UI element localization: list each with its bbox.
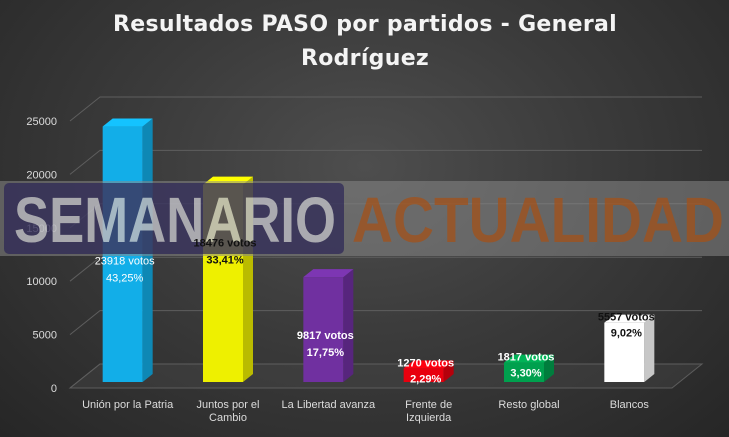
- x-category-label-line: Izquierda: [406, 412, 452, 424]
- value-label: 5557 votos: [598, 312, 655, 324]
- bar-side: [644, 314, 655, 382]
- bar-front: [604, 322, 645, 382]
- bar: [504, 354, 554, 382]
- x-category-label-line: Unión por la Patria: [82, 399, 174, 411]
- bar-side: [343, 269, 354, 382]
- bar-top: [403, 360, 454, 369]
- x-category-label-line: Frente de: [405, 399, 452, 411]
- x-category-label-line: Juntos por el: [197, 399, 260, 411]
- percent-label: 9,02%: [611, 328, 642, 340]
- watermark-text-1: SEMANARIO: [14, 184, 336, 256]
- x-category-label: Blancos: [610, 399, 650, 411]
- bar-side: [544, 354, 554, 382]
- y-tick-label: 0: [51, 383, 57, 395]
- value-label: 1817 votos: [498, 352, 555, 364]
- x-category-label: La Libertad avanza: [282, 399, 376, 411]
- gridline: [69, 96, 702, 122]
- bar-top: [102, 118, 153, 127]
- y-axis-ticks: 0500010000150002000025000: [26, 116, 57, 395]
- percent-label: 33,41%: [206, 255, 244, 267]
- bar-top: [504, 354, 554, 363]
- gridline: [69, 256, 702, 282]
- value-label: 1270 votos: [397, 357, 454, 369]
- bar-top: [604, 314, 655, 323]
- bar-front: [403, 368, 444, 382]
- bar: [604, 314, 655, 382]
- gridline: [69, 310, 702, 335]
- gridline: [69, 363, 702, 389]
- bar: [403, 360, 454, 382]
- bar-side: [443, 360, 454, 382]
- x-category-label-line: La Libertad avanza: [282, 399, 376, 411]
- chart-title: Resultados PASO por partidos - General R…: [113, 12, 617, 71]
- percent-label: 2,29%: [410, 373, 441, 385]
- data-labels: 23918 votos 43,25% 18476 votos 33,41% 9817 v…: [95, 238, 655, 386]
- value-label: 23918 votos: [95, 256, 155, 268]
- watermark-logo: SEMANARIO ACTUALIDAD: [0, 181, 729, 256]
- x-category-label-line: Resto global: [498, 399, 559, 411]
- x-category-label: Frente de Izquierda: [405, 399, 452, 424]
- percent-label: 43,25%: [106, 273, 144, 285]
- y-tick-label: 25000: [26, 116, 57, 128]
- x-category-label-line: Cambio: [209, 412, 247, 424]
- y-tick-label: 20000: [26, 169, 57, 181]
- x-category-label: Juntos por el Cambio: [197, 399, 260, 424]
- gridline: [69, 149, 702, 175]
- y-tick-label: 5000: [33, 330, 57, 342]
- watermark-text-2: ACTUALIDAD: [352, 184, 724, 256]
- bar: [303, 269, 354, 382]
- x-axis-categories: Unión por la Patria Juntos por el Cambio La…: [82, 399, 649, 424]
- bar-front: [504, 362, 544, 382]
- bar-front: [303, 277, 344, 382]
- y-tick-label: 10000: [26, 276, 57, 288]
- value-label: 18476 votos: [194, 238, 257, 250]
- x-category-label-line: Blancos: [610, 399, 650, 411]
- x-category-label: Unión por la Patria: [82, 399, 174, 411]
- percent-label: 3,30%: [510, 368, 541, 380]
- bar-top: [303, 269, 354, 278]
- percent-label: 17,75%: [307, 347, 345, 359]
- value-label: 9817 votos: [297, 330, 354, 342]
- x-category-label: Resto global: [498, 399, 559, 411]
